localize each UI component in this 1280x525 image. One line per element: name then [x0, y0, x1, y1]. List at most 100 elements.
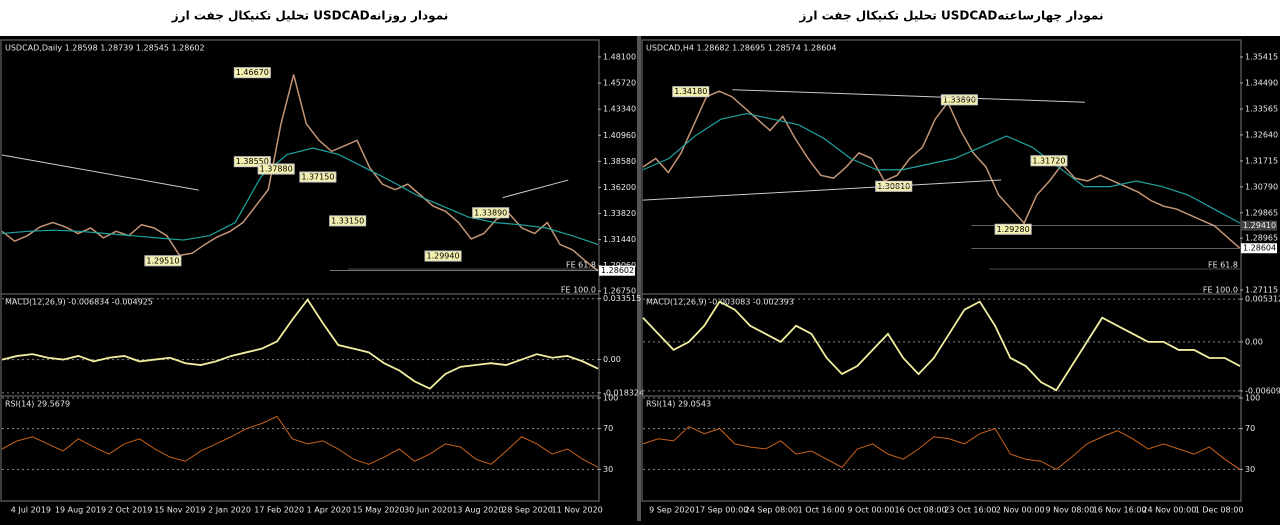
- annotation: 1.29510: [146, 256, 179, 265]
- y-tick-label: 1.40960: [603, 131, 636, 140]
- pane-label: RSI(14) 29.5679: [5, 400, 70, 409]
- fe-label: FE 100.0: [1203, 286, 1238, 295]
- annotation: 1.31720: [1032, 156, 1065, 165]
- price-tag-bg: [1241, 243, 1277, 254]
- annotation: 1.38550: [236, 157, 269, 166]
- x-tick-label: 2 Jan 2020: [208, 506, 251, 515]
- x-tick-label: 24 Sep 08:00: [745, 506, 798, 515]
- price-ma-line: [642, 112, 1241, 224]
- annotation-box: [472, 207, 510, 219]
- x-tick-label: 17 Sep 00:00: [695, 506, 748, 515]
- trendline: [1, 154, 199, 191]
- price-tag: 1.28602: [601, 266, 634, 275]
- x-tick-label: 28 Sep 2020: [502, 506, 553, 515]
- fe-label: FE 100.0: [561, 286, 596, 295]
- price-ma-line: [1, 147, 599, 246]
- y-tick-label: 100: [603, 394, 618, 403]
- x-tick-label: 15 May 2020: [352, 506, 404, 515]
- x-tick-label: 16 Nov 16:00: [1093, 506, 1147, 515]
- annotation: 1.34180: [674, 87, 707, 96]
- y-tick-label: 30: [1245, 465, 1255, 474]
- x-tick-label: 19 Aug 2019: [55, 506, 106, 515]
- annotation-box: [940, 94, 978, 106]
- annotation-box: [233, 67, 271, 79]
- y-tick-label: 1.43340: [603, 105, 636, 114]
- price-values-line: [642, 90, 1241, 249]
- y-tick-label: 1.29865: [1245, 208, 1278, 217]
- y-tick-label: -0.006092: [1245, 386, 1280, 395]
- annotation: 1.33150: [331, 216, 364, 225]
- x-tick-label: 2 Oct 2019: [108, 506, 152, 515]
- annotation: 1.33890: [474, 208, 507, 217]
- macd-values-line: [1, 298, 599, 390]
- annotation: 1.46670: [236, 68, 269, 77]
- fe-label: FE 61.8: [1208, 261, 1238, 270]
- chart-title: تحلیل تکنیکال جفت ارز USDCADنمودار روزان…: [171, 9, 449, 24]
- pane: [641, 39, 1242, 295]
- pane-label: USDCAD,H4 1.28682 1.28695 1.28574 1.2860…: [646, 44, 836, 53]
- y-tick-label: 70: [1245, 424, 1255, 433]
- pane-label: USDCAD,Daily 1.28598 1.28739 1.28545 1.2…: [5, 44, 205, 53]
- x-tick-label: 1 Apr 2020: [307, 506, 351, 515]
- x-tick-label: 11 Nov 2020: [552, 506, 603, 515]
- annotation-box: [144, 255, 182, 267]
- y-tick-label: 1.30790: [1245, 182, 1278, 191]
- price-tag: 1.28604: [1243, 244, 1276, 253]
- divider: [637, 36, 641, 521]
- y-tick-label: 1.33565: [1245, 104, 1278, 113]
- x-tick-label: 16 Oct 08:00: [895, 506, 947, 515]
- chart-title: تحلیل تکنیکال جفت ارز USDCADنمودار چهارس…: [799, 9, 1104, 24]
- rsi-values-line: [1, 415, 599, 468]
- trendline: [732, 89, 1085, 103]
- y-tick-label: 1.26750: [603, 287, 636, 296]
- title-strip: [0, 0, 1280, 36]
- y-tick-label: 1.28965: [1245, 234, 1278, 243]
- y-tick-label: 1.33820: [603, 209, 636, 218]
- x-tick-label: 1 Dec 08:00: [1195, 506, 1244, 515]
- annotation-box: [424, 250, 462, 262]
- y-tick-label: 1.32640: [1245, 130, 1278, 139]
- annotation: 1.29280: [997, 225, 1030, 234]
- x-tick-label: 24 Nov 00:00: [1142, 506, 1196, 515]
- price-tag: 1.29410: [1243, 221, 1276, 230]
- pane: [641, 395, 1242, 502]
- price-values-line: [1, 74, 599, 272]
- x-tick-label: 9 Sep 2020: [649, 506, 695, 515]
- annotation-box: [1030, 155, 1068, 167]
- pane: [0, 395, 600, 502]
- x-tick-label: 13 Aug 2020: [452, 506, 503, 515]
- x-tick-label: 9 Nov 08:00: [1045, 506, 1094, 515]
- y-tick-label: 0.005312: [1245, 295, 1280, 304]
- x-tick-label: 2 Nov 00:00: [996, 506, 1045, 515]
- y-tick-label: 1.38580: [603, 157, 636, 166]
- annotation: 1.33890: [943, 95, 976, 104]
- price-tag-bg: [599, 265, 635, 276]
- y-tick-label: 1.48100: [603, 53, 636, 62]
- trendline: [502, 179, 569, 199]
- annotation-box: [257, 163, 295, 175]
- fe-label: FE 61.8: [566, 261, 596, 270]
- y-tick-label: 30: [603, 465, 613, 474]
- x-tick-label: 4 Jul 2019: [11, 506, 51, 515]
- pane: [0, 39, 600, 295]
- annotation-box: [994, 223, 1032, 235]
- y-tick-label: 1.35415: [1245, 53, 1278, 62]
- macd-values-line: [642, 300, 1241, 392]
- y-tick-label: 0.00: [1245, 337, 1263, 346]
- x-tick-label: 30 Jun 2020: [404, 506, 452, 515]
- annotation-box: [329, 215, 367, 227]
- y-tick-label: 1.29060: [603, 261, 636, 270]
- y-tick-label: 1.31440: [603, 235, 636, 244]
- y-tick-label: 0.00: [603, 355, 621, 364]
- x-tick-label: 23 Oct 16:00: [944, 506, 996, 515]
- x-tick-label: 17 Feb 2020: [254, 506, 304, 515]
- pane-label: RSI(14) 29.0543: [646, 400, 711, 409]
- y-tick-label: 70: [603, 424, 613, 433]
- x-tick-label: 9 Oct 00:00: [847, 506, 894, 515]
- price-tag-bg: [1241, 220, 1277, 231]
- annotation-box: [299, 171, 337, 183]
- pane-label: MACD(12,26,9) -0.006834 -0.004925: [5, 298, 153, 307]
- annotation: 1.29940: [426, 252, 459, 261]
- annotation: 1.37150: [301, 173, 334, 182]
